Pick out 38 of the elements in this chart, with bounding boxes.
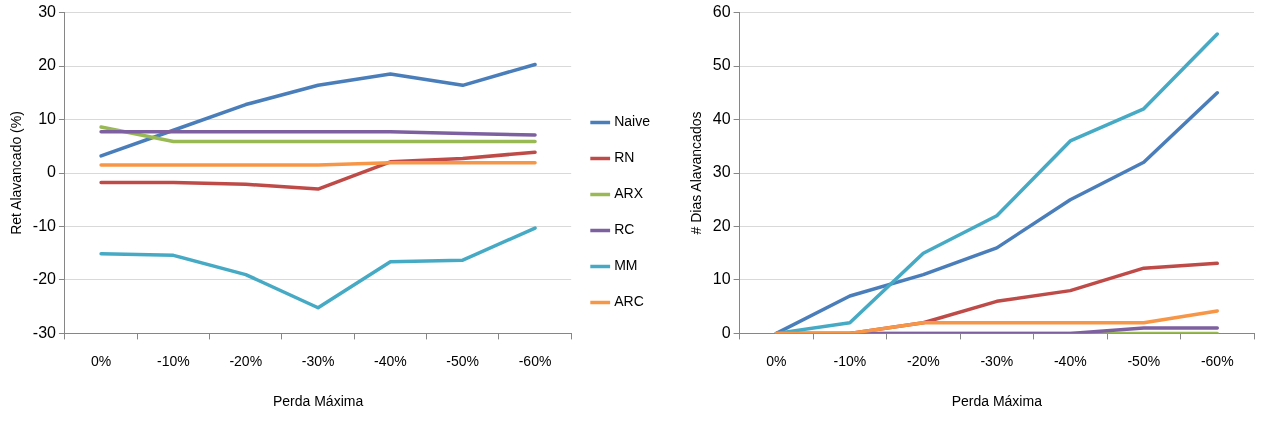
y-tick-label: 40 — [712, 109, 731, 127]
y-tick-label: 30 — [38, 3, 57, 21]
x-tick-label: 0% — [90, 352, 112, 369]
legend-label: ARC — [614, 293, 644, 310]
x-tick-label: -20% — [906, 352, 940, 369]
y-tick-label: -20 — [32, 270, 57, 288]
y-tick-label: 60 — [712, 3, 731, 21]
y-tick-label: 0 — [47, 163, 57, 181]
y-tick-label: 0 — [721, 323, 731, 341]
y-axis-title: # Dias Alavancados — [688, 111, 705, 235]
y-tick-label: 20 — [38, 56, 57, 74]
x-tick-label: -40% — [374, 352, 407, 369]
x-tick-label: -30% — [301, 352, 335, 369]
y-tick-label: 50 — [712, 56, 731, 74]
legend-label: Naive — [614, 113, 651, 130]
y-tick-label: -30 — [32, 323, 57, 341]
y-tick-label: -10 — [32, 216, 57, 234]
legend-label: MM — [614, 257, 638, 274]
x-axis-title: Perda Máxima — [951, 393, 1043, 410]
legend-label: RC — [614, 221, 635, 238]
x-tick-label: -30% — [980, 352, 1014, 369]
y-tick-label: 10 — [712, 270, 731, 288]
x-tick-label: -10% — [833, 352, 867, 369]
legend-label: ARX — [614, 185, 644, 202]
x-tick-label: -40% — [1053, 352, 1087, 369]
x-tick-label: -20% — [229, 352, 263, 369]
y-axis-title: Ret Alavancado (%) — [8, 111, 25, 235]
x-tick-label: 0% — [766, 352, 787, 369]
y-tick-label: 20 — [712, 216, 731, 234]
x-tick-label: -60% — [1200, 352, 1234, 369]
x-tick-label: -50% — [1127, 352, 1161, 369]
x-tick-label: -60% — [518, 352, 552, 369]
x-tick-label: -50% — [446, 352, 480, 369]
x-tick-label: -10% — [157, 352, 190, 369]
y-tick-label: 30 — [712, 163, 731, 181]
x-axis-title: Perda Máxima — [272, 393, 364, 410]
y-tick-label: 10 — [38, 109, 57, 127]
legend-label: RN — [614, 149, 635, 166]
